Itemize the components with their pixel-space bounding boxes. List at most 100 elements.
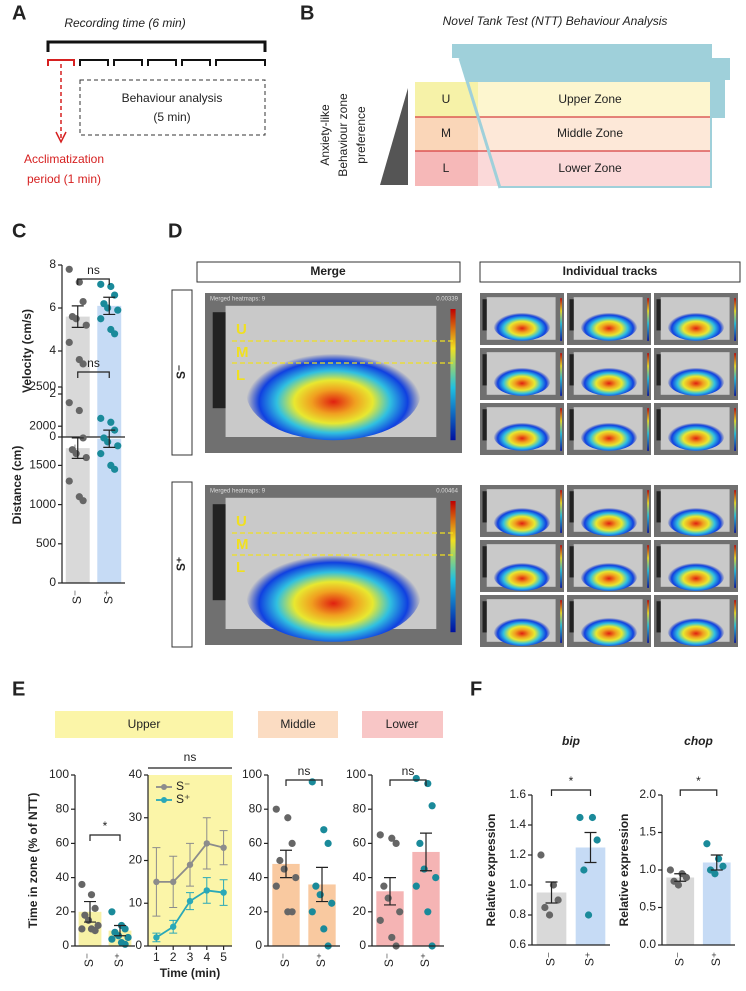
color-bar [450, 309, 456, 441]
ruler [212, 312, 226, 409]
data-point [576, 813, 584, 822]
significance-bracket [77, 371, 110, 378]
data-point [107, 418, 115, 426]
y-tick-label: 0 [359, 938, 366, 952]
axis-label: preference [354, 106, 368, 164]
analysis-text: (5 min) [153, 110, 190, 124]
heatmap-title: Merged heatmaps: 9 [210, 489, 266, 495]
x-tick-label: 2 [170, 950, 177, 964]
color-bar [647, 600, 649, 643]
row-box [171, 289, 193, 456]
bar [666, 877, 695, 945]
error-bar [114, 924, 126, 937]
x-tick-label: S⁺ [583, 952, 597, 966]
row-box [171, 481, 193, 648]
header: Merge [310, 264, 346, 278]
heat-blob [667, 309, 725, 341]
y-tick-label: 1.4 [509, 817, 526, 831]
color-bar [647, 545, 649, 588]
heat-blob [580, 614, 638, 646]
error-bar [545, 881, 558, 904]
error-bar [71, 305, 84, 328]
color-bar [647, 298, 649, 341]
data-point [97, 280, 105, 288]
data-point [87, 891, 96, 899]
data-point [114, 306, 122, 314]
data-point [580, 866, 588, 874]
y-tick-label: 20 [56, 904, 70, 918]
axis-label: Behaviour zone [336, 93, 350, 177]
color-bar [734, 408, 736, 451]
error-bar [710, 854, 723, 871]
heat-blob [667, 559, 725, 591]
data-point [666, 866, 674, 874]
data-point [412, 882, 420, 890]
y-tick-label: 60 [353, 836, 367, 850]
ruler [656, 491, 661, 523]
y-axis-label: Distance (cm) [10, 446, 24, 525]
ruler [656, 354, 661, 386]
significance: ns [402, 764, 415, 778]
y-tick-label: 100 [242, 767, 262, 781]
zone-key [415, 82, 478, 117]
color-bar [560, 408, 562, 451]
y-tick-label: 0 [49, 575, 56, 589]
color-bar [734, 600, 736, 643]
heat-blob [667, 419, 725, 451]
panel-label: C [12, 220, 26, 242]
ruler [569, 354, 574, 386]
data-point [97, 450, 105, 458]
y-tick-label: 1.6 [509, 787, 526, 801]
y-tick-label: 0.5 [639, 900, 656, 914]
significance: ns [87, 356, 100, 370]
significance: * [103, 819, 108, 833]
analysis-box [79, 79, 266, 136]
header-box [479, 261, 741, 283]
y-tick-label: 6 [49, 300, 56, 314]
data-point [537, 851, 545, 859]
data-point [78, 925, 86, 933]
data-point [312, 882, 320, 890]
heat-blob [580, 419, 638, 451]
error-bar [103, 429, 116, 448]
data-point [711, 870, 719, 878]
y-tick-label: 0.8 [509, 907, 526, 921]
panel-label: B [300, 2, 314, 24]
data-point [376, 916, 384, 924]
color-bar [560, 600, 562, 643]
acclimatization-text: Acclimatization [24, 152, 104, 166]
data-point [82, 321, 90, 329]
y-tick-label: 0.0 [639, 937, 656, 951]
tank-wall [458, 57, 502, 189]
data-point [203, 887, 210, 894]
axis-label: Anxiety-like [318, 104, 332, 166]
data-point [65, 477, 73, 485]
zone-letter: L [236, 559, 245, 576]
data-point [111, 330, 119, 338]
x-tick-label: S⁺ [418, 953, 432, 967]
color-bar [560, 298, 562, 341]
bar [575, 847, 606, 945]
x-tick-label: S⁺ [101, 590, 115, 604]
chart-title: chop [684, 734, 713, 748]
color-bar [734, 545, 736, 588]
data-point [153, 934, 160, 941]
y-tick-label: 1.0 [639, 862, 656, 876]
data-point [384, 894, 392, 902]
data-point [81, 911, 89, 919]
heatmap-max: 0.00339 [436, 297, 458, 303]
zone-letter: U [236, 513, 247, 530]
y-tick-label: 80 [56, 801, 70, 815]
y-tick-label: 30 [129, 810, 143, 824]
data-point [276, 856, 284, 865]
y-tick-label: 80 [249, 801, 263, 815]
legend-label: S⁺ [176, 792, 190, 806]
error-bar [674, 873, 687, 882]
ruler [656, 546, 661, 578]
error-bar [280, 849, 292, 879]
data-point [703, 840, 711, 848]
color-bar [734, 490, 736, 533]
ruler [656, 601, 661, 633]
data-point [388, 933, 396, 942]
